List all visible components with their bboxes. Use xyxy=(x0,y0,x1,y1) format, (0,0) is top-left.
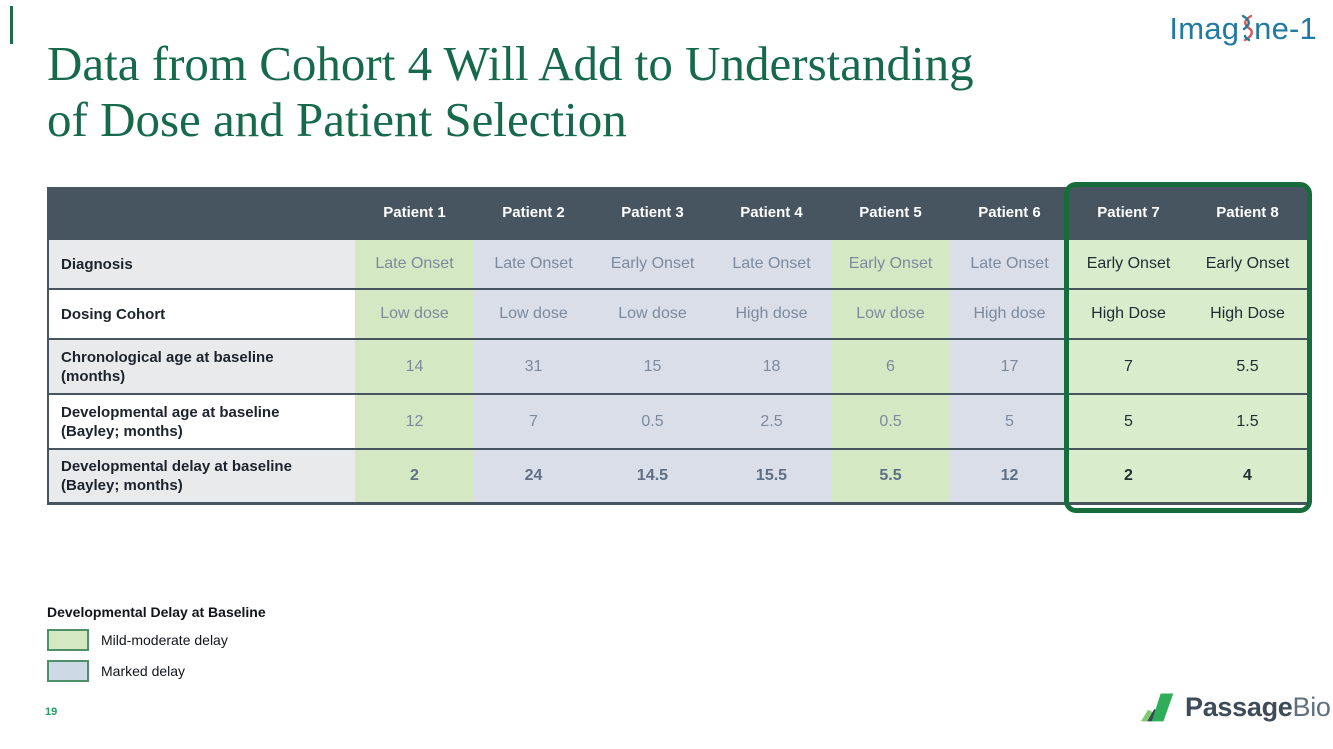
table-cell-patient-2: 31 xyxy=(474,338,593,393)
table-cell-patient-6: 12 xyxy=(950,448,1069,505)
table-cell-patient-4: High dose xyxy=(712,288,831,338)
column-header-patient-2: Patient 2 xyxy=(474,187,593,238)
table-cell-patient-1: Low dose xyxy=(355,288,474,338)
imagine-logo-text-right: ne-1 xyxy=(1254,11,1317,46)
column-header-patient-3: Patient 3 xyxy=(593,187,712,238)
table-cell-patient-7: Early Onset xyxy=(1069,238,1188,288)
table-cell-patient-5: 5.5 xyxy=(831,448,950,505)
passagebio-logo: Passage Bio xyxy=(1140,691,1331,723)
column-header-patient-1: Patient 1 xyxy=(355,187,474,238)
passagebio-wordmark-regular: Bio xyxy=(1292,691,1331,722)
table-cell-patient-6: High dose xyxy=(950,288,1069,338)
passagebio-wordmark-bold: Passage xyxy=(1185,691,1293,722)
table-cell-patient-3: 15 xyxy=(593,338,712,393)
table-cell-patient-2: Low dose xyxy=(474,288,593,338)
table-cell-patient-5: Early Onset xyxy=(831,238,950,288)
column-header-patient-4: Patient 4 xyxy=(712,187,831,238)
imagine-logo-text-left: Imag xyxy=(1169,11,1240,46)
table-cell-patient-5: 6 xyxy=(831,338,950,393)
table-cell-patient-6: 17 xyxy=(950,338,1069,393)
legend-label-marked: Marked delay xyxy=(101,663,186,679)
row-label: Developmental delay at baseline (Bayley;… xyxy=(47,448,355,505)
table-cell-patient-3: 14.5 xyxy=(593,448,712,505)
table-cell-patient-8: 5.5 xyxy=(1188,338,1307,393)
table-cell-patient-4: 2.5 xyxy=(712,393,831,448)
legend-item-mild: Mild-moderate delay xyxy=(47,629,266,651)
table-cell-patient-4: 18 xyxy=(712,338,831,393)
table-cell-patient-1: Late Onset xyxy=(355,238,474,288)
page-title: Data from Cohort 4 Will Add to Understan… xyxy=(47,36,1167,148)
table-cell-patient-3: 0.5 xyxy=(593,393,712,448)
table-cell-patient-4: 15.5 xyxy=(712,448,831,505)
legend-swatch-mild xyxy=(47,629,89,651)
table-cell-patient-7: 7 xyxy=(1069,338,1188,393)
table-cell-patient-3: Low dose xyxy=(593,288,712,338)
table-cell-patient-6: Late Onset xyxy=(950,238,1069,288)
imagine-1-logo: Imag ne-1 xyxy=(1169,11,1317,47)
legend-item-marked: Marked delay xyxy=(47,660,266,682)
table-cell-patient-7: 2 xyxy=(1069,448,1188,505)
table-cell-patient-8: High Dose xyxy=(1188,288,1307,338)
column-header-empty xyxy=(47,187,355,238)
table-cell-patient-1: 2 xyxy=(355,448,474,505)
table-cell-patient-8: 4 xyxy=(1188,448,1307,505)
table-cell-patient-2: 24 xyxy=(474,448,593,505)
table-cell-patient-2: 7 xyxy=(474,393,593,448)
legend-title: Developmental Delay at Baseline xyxy=(47,604,266,620)
row-label: Chronological age at baseline (months) xyxy=(47,338,355,393)
table-cell-patient-8: 1.5 xyxy=(1188,393,1307,448)
column-header-patient-7: Patient 7 xyxy=(1069,187,1188,238)
table-cell-patient-5: 0.5 xyxy=(831,393,950,448)
page-title-line2: of Dose and Patient Selection xyxy=(47,92,627,147)
table-cell-patient-3: Early Onset xyxy=(593,238,712,288)
table-cell-patient-4: Late Onset xyxy=(712,238,831,288)
row-label: Diagnosis xyxy=(47,238,355,288)
patient-data-table: Patient 1 Patient 2 Patient 3 Patient 4 Pati… xyxy=(47,187,1307,505)
row-label: Dosing Cohort xyxy=(47,288,355,338)
table-cell-patient-1: 12 xyxy=(355,393,474,448)
column-header-patient-8: Patient 8 xyxy=(1188,187,1307,238)
table-cell-patient-1: 14 xyxy=(355,338,474,393)
row-label: Developmental age at baseline (Bayley; m… xyxy=(47,393,355,448)
column-header-patient-5: Patient 5 xyxy=(831,187,950,238)
table-cell-patient-7: 5 xyxy=(1069,393,1188,448)
page-number: 19 xyxy=(45,706,58,718)
table-cell-patient-5: Low dose xyxy=(831,288,950,338)
legend-label-mild: Mild-moderate delay xyxy=(101,632,228,648)
column-header-patient-6: Patient 6 xyxy=(950,187,1069,238)
table-cell-patient-6: 5 xyxy=(950,393,1069,448)
legend: Developmental Delay at Baseline Mild-mod… xyxy=(47,604,266,691)
table-cell-patient-8: Early Onset xyxy=(1188,238,1307,288)
legend-swatch-marked xyxy=(47,660,89,682)
dna-helix-icon xyxy=(1241,14,1254,42)
table-cell-patient-2: Late Onset xyxy=(474,238,593,288)
page-title-line1: Data from Cohort 4 Will Add to Understan… xyxy=(47,36,974,91)
table-cell-patient-7: High Dose xyxy=(1069,288,1188,338)
passagebio-mark-icon xyxy=(1140,693,1174,722)
slide-accent-bar xyxy=(10,6,13,44)
